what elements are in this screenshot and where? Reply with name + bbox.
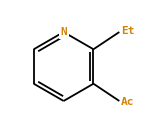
Text: Ac: Ac — [121, 97, 134, 107]
Text: N: N — [60, 27, 67, 37]
Text: Et: Et — [121, 26, 134, 36]
